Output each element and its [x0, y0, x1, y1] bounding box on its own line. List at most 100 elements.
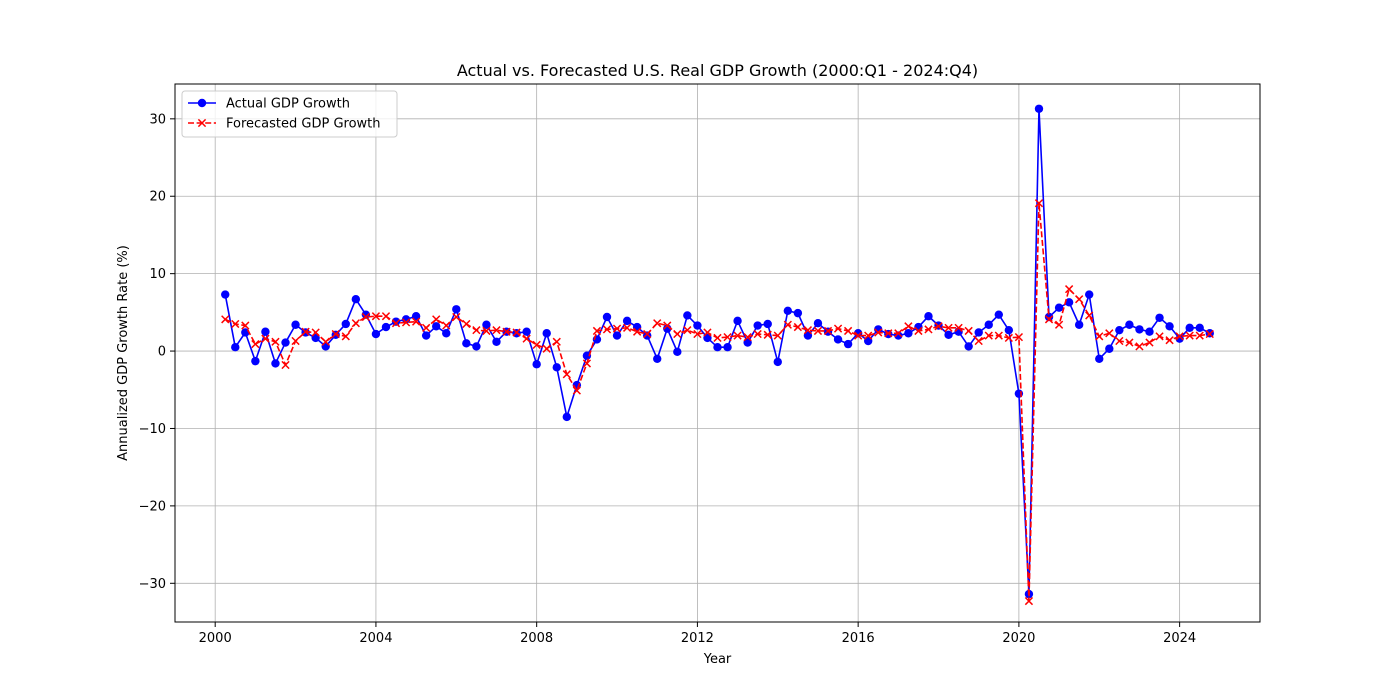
x-tick-label: 2008: [520, 631, 553, 646]
data-point: [863, 336, 873, 346]
data-point: [763, 330, 772, 339]
data-point: [482, 326, 491, 336]
data-point: [472, 326, 481, 335]
x-tick-label: 2000: [199, 631, 232, 646]
data-point: [843, 339, 853, 349]
data-point: [251, 339, 260, 349]
data-point: [743, 338, 752, 347]
data-point: [1165, 322, 1174, 331]
data-point: [1195, 331, 1204, 340]
data-point: [974, 336, 983, 346]
data-point: [281, 360, 290, 370]
data-point: [421, 331, 431, 340]
data-point: [1074, 320, 1084, 329]
data-point: [833, 324, 843, 333]
data-point: [703, 328, 712, 337]
data-point: [622, 323, 632, 332]
data-point: [1095, 354, 1104, 364]
data-point: [532, 360, 541, 369]
data-point: [823, 326, 833, 336]
series-forecast: [221, 199, 1214, 606]
data-point: [442, 329, 451, 338]
data-point: [944, 323, 953, 332]
data-point: [1064, 298, 1074, 307]
data-point: [1135, 325, 1144, 334]
data-point: [1064, 285, 1074, 294]
data-point: [1044, 315, 1054, 324]
data-point: [562, 370, 571, 379]
data-point: [1085, 290, 1094, 299]
data-point: [1004, 333, 1013, 343]
data-point: [432, 315, 441, 324]
data-point: [271, 337, 280, 346]
data-point: [1095, 332, 1104, 341]
data-point: [361, 312, 371, 322]
data-point: [261, 327, 270, 336]
data-point: [743, 333, 752, 342]
y-tick-label: −20: [139, 499, 166, 514]
x-tick-label: 2020: [1002, 631, 1035, 646]
data-point: [733, 331, 742, 340]
data-point: [854, 331, 863, 340]
data-point: [1175, 332, 1184, 341]
data-point: [1155, 332, 1164, 341]
y-tick-label: −30: [139, 577, 166, 592]
data-point: [221, 290, 230, 299]
data-point: [874, 328, 883, 337]
data-point: [522, 327, 531, 336]
data-point: [773, 357, 782, 367]
legend: Actual GDP Growth Forecasted GDP Growth: [181, 90, 398, 138]
data-point: [612, 331, 622, 340]
data-point: [542, 329, 551, 338]
data-point: [542, 344, 551, 353]
data-point: [492, 337, 501, 346]
data-point: [582, 351, 592, 360]
data-point: [663, 321, 672, 330]
data-point: [1145, 327, 1154, 336]
data-point: [1034, 199, 1044, 208]
legend-item: Actual GDP Growth: [188, 97, 350, 112]
data-point: [291, 320, 300, 329]
data-point: [321, 342, 330, 351]
data-point: [1014, 333, 1024, 342]
data-point: [994, 331, 1003, 340]
chart-title: Actual vs. Forecasted U.S. Real GDP Grow…: [457, 61, 978, 80]
data-point: [1085, 311, 1094, 320]
data-point: [874, 325, 883, 334]
data-point: [713, 333, 722, 343]
data-point: [1165, 336, 1174, 345]
data-point: [653, 354, 662, 364]
data-point: [532, 340, 541, 350]
data-point: [1125, 338, 1134, 347]
data-point: [462, 319, 471, 329]
data-point: [1205, 329, 1214, 339]
data-point: [954, 323, 963, 332]
series-layer: [221, 104, 1214, 606]
data-point: [974, 328, 983, 337]
data-point: [331, 329, 340, 339]
legend-label: Forecasted GDP Growth: [226, 117, 381, 132]
data-point: [311, 328, 320, 337]
data-point: [221, 315, 230, 324]
data-point: [381, 322, 391, 332]
data-point: [653, 319, 662, 328]
data-point: [1004, 325, 1014, 335]
data-point: [984, 320, 993, 329]
data-point: [723, 333, 732, 342]
data-point: [884, 329, 893, 338]
x-tick-label: 2024: [1163, 631, 1196, 646]
data-point: [351, 295, 361, 304]
data-point: [642, 331, 652, 340]
data-point: [673, 347, 682, 357]
legend-marker: [197, 118, 207, 128]
data-point: [1155, 313, 1164, 322]
data-point: [381, 312, 391, 321]
data-point: [843, 326, 853, 336]
data-point: [301, 327, 310, 336]
data-point: [643, 329, 652, 339]
data-point: [472, 342, 481, 351]
data-point: [783, 320, 792, 329]
data-point: [592, 326, 602, 336]
data-point: [994, 310, 1003, 319]
